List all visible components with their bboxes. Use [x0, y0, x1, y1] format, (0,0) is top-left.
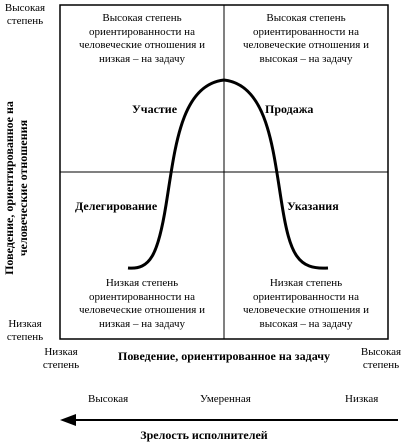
quadrant-line: ориентированности на [89, 25, 195, 38]
y-axis-low-line1: Низкая [8, 318, 42, 330]
style-delegating: Делегирование [75, 199, 158, 213]
style-telling: Указания [287, 199, 339, 213]
quadrant-bottom-right: Низкая степень ориентированности на чело… [226, 277, 386, 331]
x-axis-low-line2: степень [42, 359, 80, 371]
x-axis-high-label: Высокая степень [355, 346, 407, 372]
x-axis-high-line2: степень [362, 359, 400, 371]
x-axis-title: Поведение, ориентированное на задачу [118, 349, 330, 363]
quadrant-line: человеческие отношения и [79, 304, 205, 316]
y-axis-title-line2: человеческие отношения [16, 119, 30, 257]
y-axis-high-line2: степень [6, 15, 44, 27]
maturity-title: Зрелость исполнителей [140, 428, 268, 442]
maturity-moderate-label: Умеренная [200, 393, 251, 405]
maturity-low-label: Низкая [345, 393, 379, 405]
quadrant-line: высокая – на задачу [259, 317, 353, 330]
leadership-curve [127, 78, 329, 270]
x-axis-low-line1: Низкая [44, 346, 78, 358]
y-axis-high-label: Высокая степень [0, 2, 50, 28]
quadrant-line: ориентированности на [253, 290, 359, 303]
quadrant-line: человеческие отношения и [243, 304, 369, 316]
maturity-high-label: Высокая [88, 393, 129, 405]
x-axis-high-line1: Высокая [360, 346, 402, 358]
quadrant-top-left: Высокая степень ориентированности на чел… [62, 12, 222, 66]
quadrant-line: Высокая степень [266, 12, 346, 24]
quadrant-line: Высокая степень [102, 12, 182, 24]
quadrant-line: Низкая степень [105, 277, 179, 289]
quadrant-line: ориентированности на [253, 25, 359, 38]
quadrant-top-right: Высокая степень ориентированности на чел… [226, 12, 386, 66]
y-axis-high-line1: Высокая [4, 2, 46, 14]
x-axis-low-label: Низкая степень [36, 346, 86, 372]
quadrant-line: низкая – на задачу [98, 317, 186, 330]
quadrant-line: ориентированности на [89, 290, 195, 303]
quadrant-line: высокая – на задачу [259, 52, 353, 65]
quadrant-line: человеческие отношения и [243, 39, 369, 51]
quadrant-line: низкая – на задачу [98, 52, 186, 65]
y-axis-title-line1: Поведение, ориентированное на [2, 101, 16, 275]
maturity-arrow-head [60, 414, 76, 426]
quadrant-line: Низкая степень [269, 277, 343, 289]
style-participation: Участие [132, 102, 178, 116]
quadrant-bottom-left: Низкая степень ориентированности на чело… [62, 277, 222, 331]
style-selling: Продажа [265, 102, 314, 116]
y-axis-low-line2: степень [6, 331, 44, 343]
quadrant-line: человеческие отношения и [79, 39, 205, 51]
y-axis-low-label: Низкая степень [0, 318, 50, 344]
